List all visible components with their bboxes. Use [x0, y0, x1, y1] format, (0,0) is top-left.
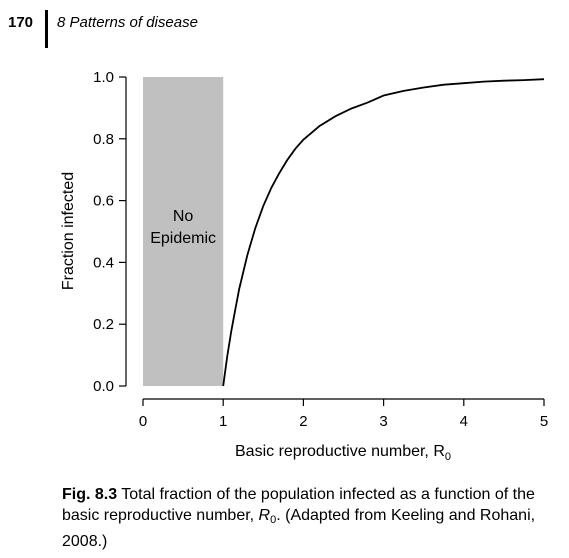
y-tick-label: 0.8: [93, 131, 114, 148]
x-axis-label-subscript: 0: [445, 451, 451, 463]
figure-label: Fig. 8.3: [62, 486, 118, 503]
x-tick-label: 1: [219, 413, 227, 430]
no-epidemic-region: No Epidemic: [143, 77, 224, 386]
caption-text-part2: . (Adapted from Keeling and Rohani, 2008…: [62, 507, 536, 550]
y-tick-label: 0.4: [93, 254, 114, 271]
y-tick-label: 0.6: [93, 193, 114, 210]
figure-caption: Fig. 8.3 Total fraction of the populatio…: [62, 484, 557, 552]
page-number: 170: [8, 14, 34, 31]
x-axis-label: Basic reproductive number, R0: [235, 443, 451, 463]
x-tick-label: 0: [139, 413, 147, 430]
chapter-title: 8 Patterns of disease: [57, 14, 198, 31]
x-tick-label: 4: [460, 413, 468, 430]
x-axis: 0 1 2 3 4 5: [139, 398, 548, 430]
fraction-infected-curve: [222, 78, 545, 387]
y-tick-label: 1.0: [93, 69, 114, 86]
x-tick-label: 2: [299, 413, 307, 430]
y-tick-label: 0.0: [93, 378, 114, 395]
y-axis: 0.0 0.2 0.4 0.6 0.8 1.0: [93, 69, 127, 395]
x-axis-label-text: Basic reproductive number, R: [235, 443, 445, 460]
no-epidemic-shade: [143, 77, 224, 386]
y-tick-label: 0.2: [93, 316, 114, 333]
fraction-infected-chart: No Epidemic 0.0 0.2 0.4 0.6 0.8 1.0 0 1 2 3 4 5 Fr…: [60, 69, 548, 463]
no-epidemic-label-line1: No: [173, 208, 194, 225]
x-tick-label: 3: [379, 413, 387, 430]
no-epidemic-label-line2: Epidemic: [150, 230, 216, 247]
x-tick-label: 5: [540, 413, 548, 430]
caption-r-symbol: R: [258, 507, 271, 524]
y-axis-label: Fraction infected: [60, 172, 77, 290]
header-rule: [45, 10, 48, 48]
caption-r-subscript: 0: [270, 514, 277, 526]
caption-text-part1: Total fraction of the population infecte…: [62, 486, 535, 524]
